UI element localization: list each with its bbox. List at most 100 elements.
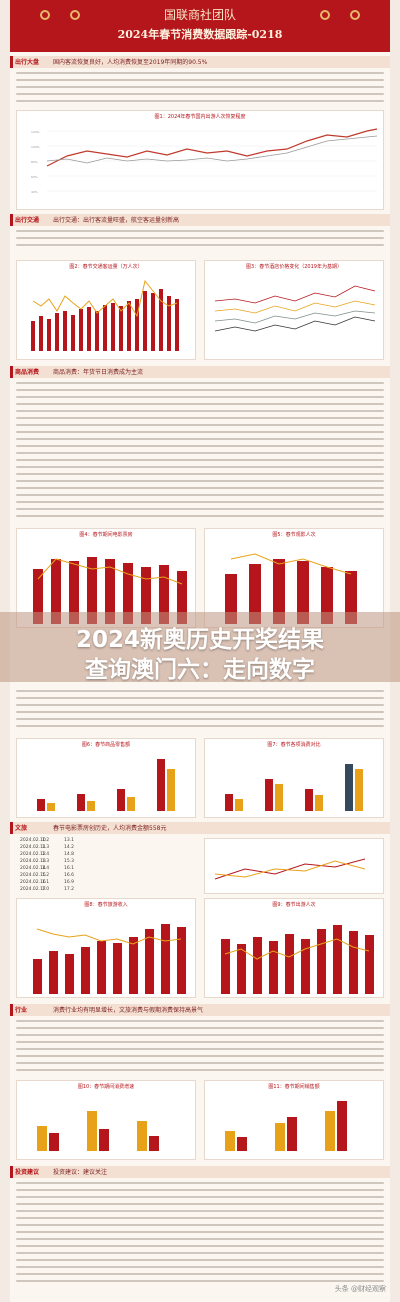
- chart-caption: 图8：春节旅游收入: [84, 902, 128, 908]
- table-cell: 1.4: [42, 866, 50, 871]
- chart-caption: 图9：春节出游人次: [272, 902, 316, 908]
- chart-box: 图5：春节观影人次: [204, 528, 384, 628]
- table-cell: 16.1: [64, 866, 75, 871]
- table-row: 2024.02.17 1.0 17.2: [20, 887, 86, 894]
- ornament-icon: [40, 10, 50, 20]
- section-tag: 出行大盘: [15, 59, 40, 66]
- bar-chart: [37, 1111, 159, 1151]
- table-cell: 13.1: [64, 838, 75, 843]
- chart-box: 图9：春节出游人次: [204, 898, 384, 998]
- series-line: [32, 279, 178, 318]
- chart-caption: 图11：春节期间销售额: [268, 1084, 320, 1090]
- header-team: 国联商社团队: [163, 8, 236, 22]
- text-block: [16, 1020, 384, 1076]
- chart-box: 图7：春节各项消费对比: [204, 738, 384, 818]
- table-cell: 14.2: [64, 845, 75, 850]
- table-cell: 15.3: [64, 859, 75, 864]
- section-header: 行业 消费行业均有明显增长，文旅消费与假期消费保持高景气: [10, 1004, 390, 1016]
- series-line: [230, 553, 352, 575]
- series-line: [214, 316, 376, 332]
- series-line: [214, 858, 366, 880]
- table-cell: 14.8: [64, 852, 75, 857]
- series-line: [214, 285, 376, 304]
- section-title: 投资建议：建议关注: [53, 1169, 108, 1176]
- section-title: 国内客流恢复良好，人均消费恢复至2019年同期的90.5%: [53, 59, 208, 66]
- table-cell: 1.1: [42, 880, 50, 885]
- table-row: 2024.02.11 1.3 14.2: [20, 845, 86, 852]
- bar-chart: [37, 759, 175, 811]
- table-cell: 16.9: [64, 880, 75, 885]
- section-tag: 行业: [15, 1007, 28, 1014]
- chart-caption: 图7：春节各项消费对比: [267, 742, 321, 748]
- header-title: 2024年春节消费数据跟踪-0218: [117, 28, 283, 41]
- table-cell: 2024.02.11: [20, 845, 46, 850]
- table-cell: 1.2: [42, 873, 50, 878]
- section-header: 出行交通 出行交通：出行客流量旺盛，航空客运量创新高: [10, 214, 390, 226]
- series-line: [214, 860, 366, 878]
- table-cell: 1.3: [42, 845, 50, 850]
- section-header: 出行大盘 国内客流恢复良好，人均消费恢复至2019年同期的90.5%: [10, 56, 390, 68]
- section-title: 春节电影票房创历史，人均消费金额558元: [53, 825, 167, 832]
- bar-chart: [225, 1101, 347, 1151]
- section-header: 文旅 春节电影票房创历史，人均消费金额558元: [10, 822, 390, 834]
- chart-caption: 图10：春节期间消费增速: [77, 1084, 135, 1090]
- ornament-icon: [350, 10, 360, 20]
- table-cell: 2024.02.10: [20, 838, 46, 843]
- table-cell: 2024.02.15: [20, 873, 46, 878]
- line-chart: [214, 285, 376, 332]
- table-cell: 1.4: [42, 852, 50, 857]
- overlay-banner: 2024新奥历史开奖结果 查询澳门六：走向数字: [0, 612, 400, 683]
- chart-caption: 图4：春节期间电影票房: [79, 532, 133, 538]
- table-cell: 2024.02.14: [20, 866, 46, 871]
- chart-box: 图3：春节酒店价格变化（2019年为基期）: [204, 260, 384, 360]
- table-cell: 2024.02.16: [20, 880, 46, 885]
- series-line: [36, 928, 182, 945]
- table-row: 2024.02.15 1.2 16.6: [20, 873, 86, 880]
- chart-box: 图8：春节旅游收入: [16, 898, 196, 998]
- series-line: [37, 558, 183, 585]
- bar-chart: [31, 279, 179, 351]
- chart-caption: 图6：春节商品零售额: [81, 742, 131, 748]
- series-line: [214, 300, 376, 314]
- watermark: 头条 @财经观察: [334, 1285, 386, 1293]
- chart-box: 图6：春节商品零售额: [16, 738, 196, 818]
- report-page: 国联商社团队 2024年春节消费数据跟踪-0218 出行大盘 国内客流恢复良好，…: [10, 0, 390, 1302]
- bar-chart: [221, 925, 374, 994]
- table-row: 2024.02.12 1.4 14.8: [20, 852, 86, 859]
- table-row: 2024.02.10 1.2 13.1: [20, 838, 86, 845]
- section-title: 消费行业均有明显增长，文旅消费与假期消费保持高景气: [53, 1007, 204, 1014]
- section-tag: 文旅: [15, 825, 28, 832]
- series-line: [224, 938, 370, 960]
- section-tag: 出行交通: [15, 217, 40, 224]
- report-header: 国联商社团队 2024年春节消费数据跟踪-0218: [10, 0, 390, 52]
- bar-chart: [225, 764, 363, 811]
- chart-caption: 图1：2024年春节国内出游人次恢复程度: [154, 114, 246, 120]
- table-cell: 2024.02.17: [20, 887, 46, 892]
- chart-caption: 图3：春节酒店价格变化（2019年为基期）: [246, 264, 342, 270]
- series-line: [46, 135, 378, 164]
- text-block: [16, 1182, 384, 1287]
- banner-title-line1: 2024新奥历史开奖结果: [75, 627, 324, 653]
- line-chart: 120% 100% 80% 60% 40%: [31, 128, 378, 194]
- table-cell: 1.0: [42, 887, 50, 892]
- chart-caption: 图5：春节观影人次: [272, 532, 316, 538]
- bar-chart: [33, 557, 187, 624]
- section-header: 投资建议 投资建议：建议关注: [10, 1166, 390, 1178]
- section-title: 商品消费：年货节日消费成为主流: [53, 369, 144, 376]
- table-cell: 2024.02.13: [20, 859, 46, 864]
- svg-text:100%: 100%: [31, 145, 40, 149]
- section-tag: 商品消费: [15, 369, 40, 376]
- bar-chart: [33, 924, 186, 994]
- svg-text:60%: 60%: [31, 175, 38, 179]
- ornament-icon: [70, 10, 80, 20]
- bar-chart: [225, 553, 357, 624]
- ornament-icon: [320, 10, 330, 20]
- chart-box: 图2：春节交通客运量（万人次）: [16, 260, 196, 360]
- series-line: [46, 128, 378, 167]
- table-cell: 1.2: [42, 838, 50, 843]
- section-title: 出行交通：出行客流量旺盛，航空客运量创新高: [53, 217, 180, 224]
- chart-box: 图4：春节期间电影票房: [16, 528, 196, 628]
- banner-title-line2: 查询澳门六：走向数字: [85, 657, 315, 683]
- text-block: [16, 690, 384, 732]
- text-block: [16, 72, 384, 107]
